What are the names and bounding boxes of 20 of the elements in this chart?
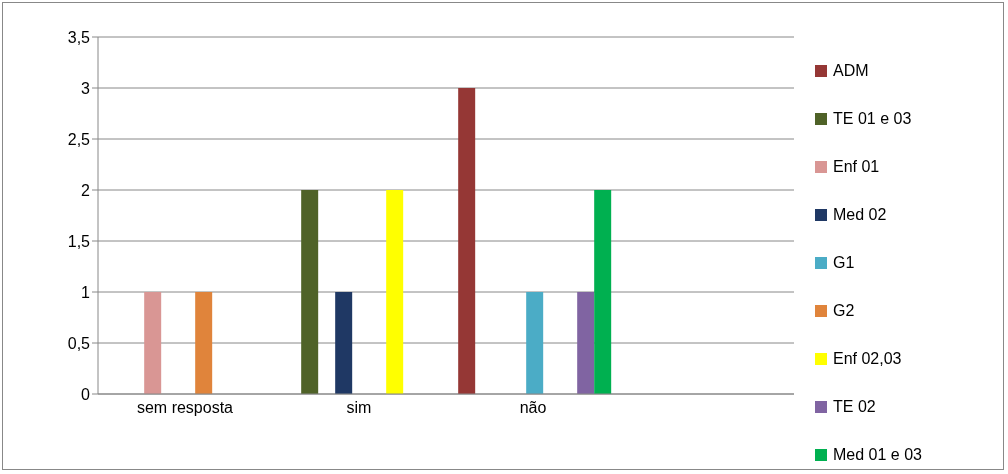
legend-label: TE 02 [833,398,876,416]
legend-label: Enf 02,03 [833,350,902,368]
legend-label: ADM [833,62,869,80]
legend-label: TE 01 e 03 [833,110,912,128]
x-tick-label: sim [346,399,372,417]
y-tick-label: 3 [81,79,91,97]
y-tick-label: 3,5 [67,28,91,46]
legend-label: Med 02 [833,206,887,224]
legend-label: Med 01 e 03 [833,446,922,464]
legend-label: G1 [833,254,855,272]
y-tick-label: 2 [81,181,91,199]
y-tick-label: 2,5 [67,130,91,148]
y-tick-label: 1 [81,283,91,301]
legend-label: Enf 01 [833,158,880,176]
legend-label: G2 [833,302,855,320]
x-tick-label: sem resposta [136,399,234,417]
y-tick-label: 0 [81,385,91,403]
y-tick-label: 1,5 [67,232,91,250]
y-tick-label: 0,5 [67,334,91,352]
x-tick-label: não [519,399,547,417]
